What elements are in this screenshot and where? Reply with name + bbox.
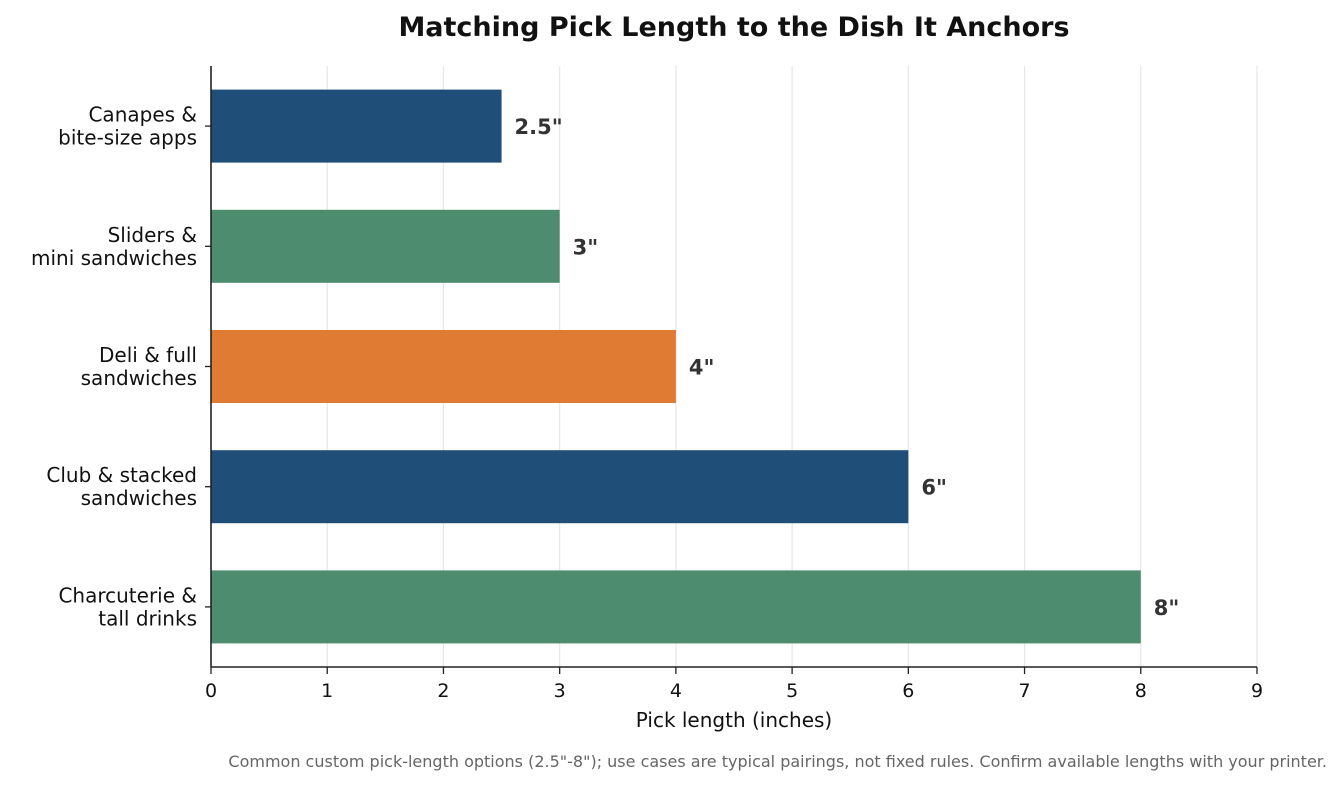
x-tick-label: 2	[437, 680, 449, 702]
category-label: Sliders & mini sandwiches	[31, 223, 197, 270]
x-tick-label: 0	[205, 680, 217, 702]
x-tick-label: 8	[1135, 680, 1147, 702]
x-tick-label: 4	[670, 680, 682, 702]
x-tick-label: 5	[786, 680, 798, 702]
x-tick-label: 3	[554, 680, 566, 702]
category-label: Charcuterie & tall drinks	[58, 583, 197, 630]
bar	[211, 330, 676, 403]
category-label: Club & stacked sandwiches	[46, 463, 197, 510]
footnote: Common custom pick-length options (2.5"-…	[228, 752, 1327, 771]
bar-value-label: 2.5"	[515, 115, 563, 139]
category-label: Canapes & bite-size apps	[58, 103, 197, 150]
x-tick-label: 7	[1019, 680, 1031, 702]
bar	[211, 450, 909, 524]
bar-value-label: 6"	[921, 476, 947, 500]
category-label: Deli & full sandwiches	[81, 343, 197, 390]
x-tick-label: 6	[902, 680, 914, 702]
bar	[211, 570, 1141, 644]
bar-value-label: 3"	[573, 235, 599, 259]
chart-title: Matching Pick Length to the Dish It Anch…	[398, 12, 1070, 43]
bar-value-label: 4"	[689, 356, 715, 380]
bar-value-label: 8"	[1154, 596, 1180, 620]
bar	[211, 209, 560, 283]
x-tick-label: 9	[1251, 680, 1263, 702]
x-tick-label: 1	[321, 680, 333, 702]
x-axis-label: Pick length (inches)	[635, 708, 833, 732]
bar	[211, 89, 502, 163]
